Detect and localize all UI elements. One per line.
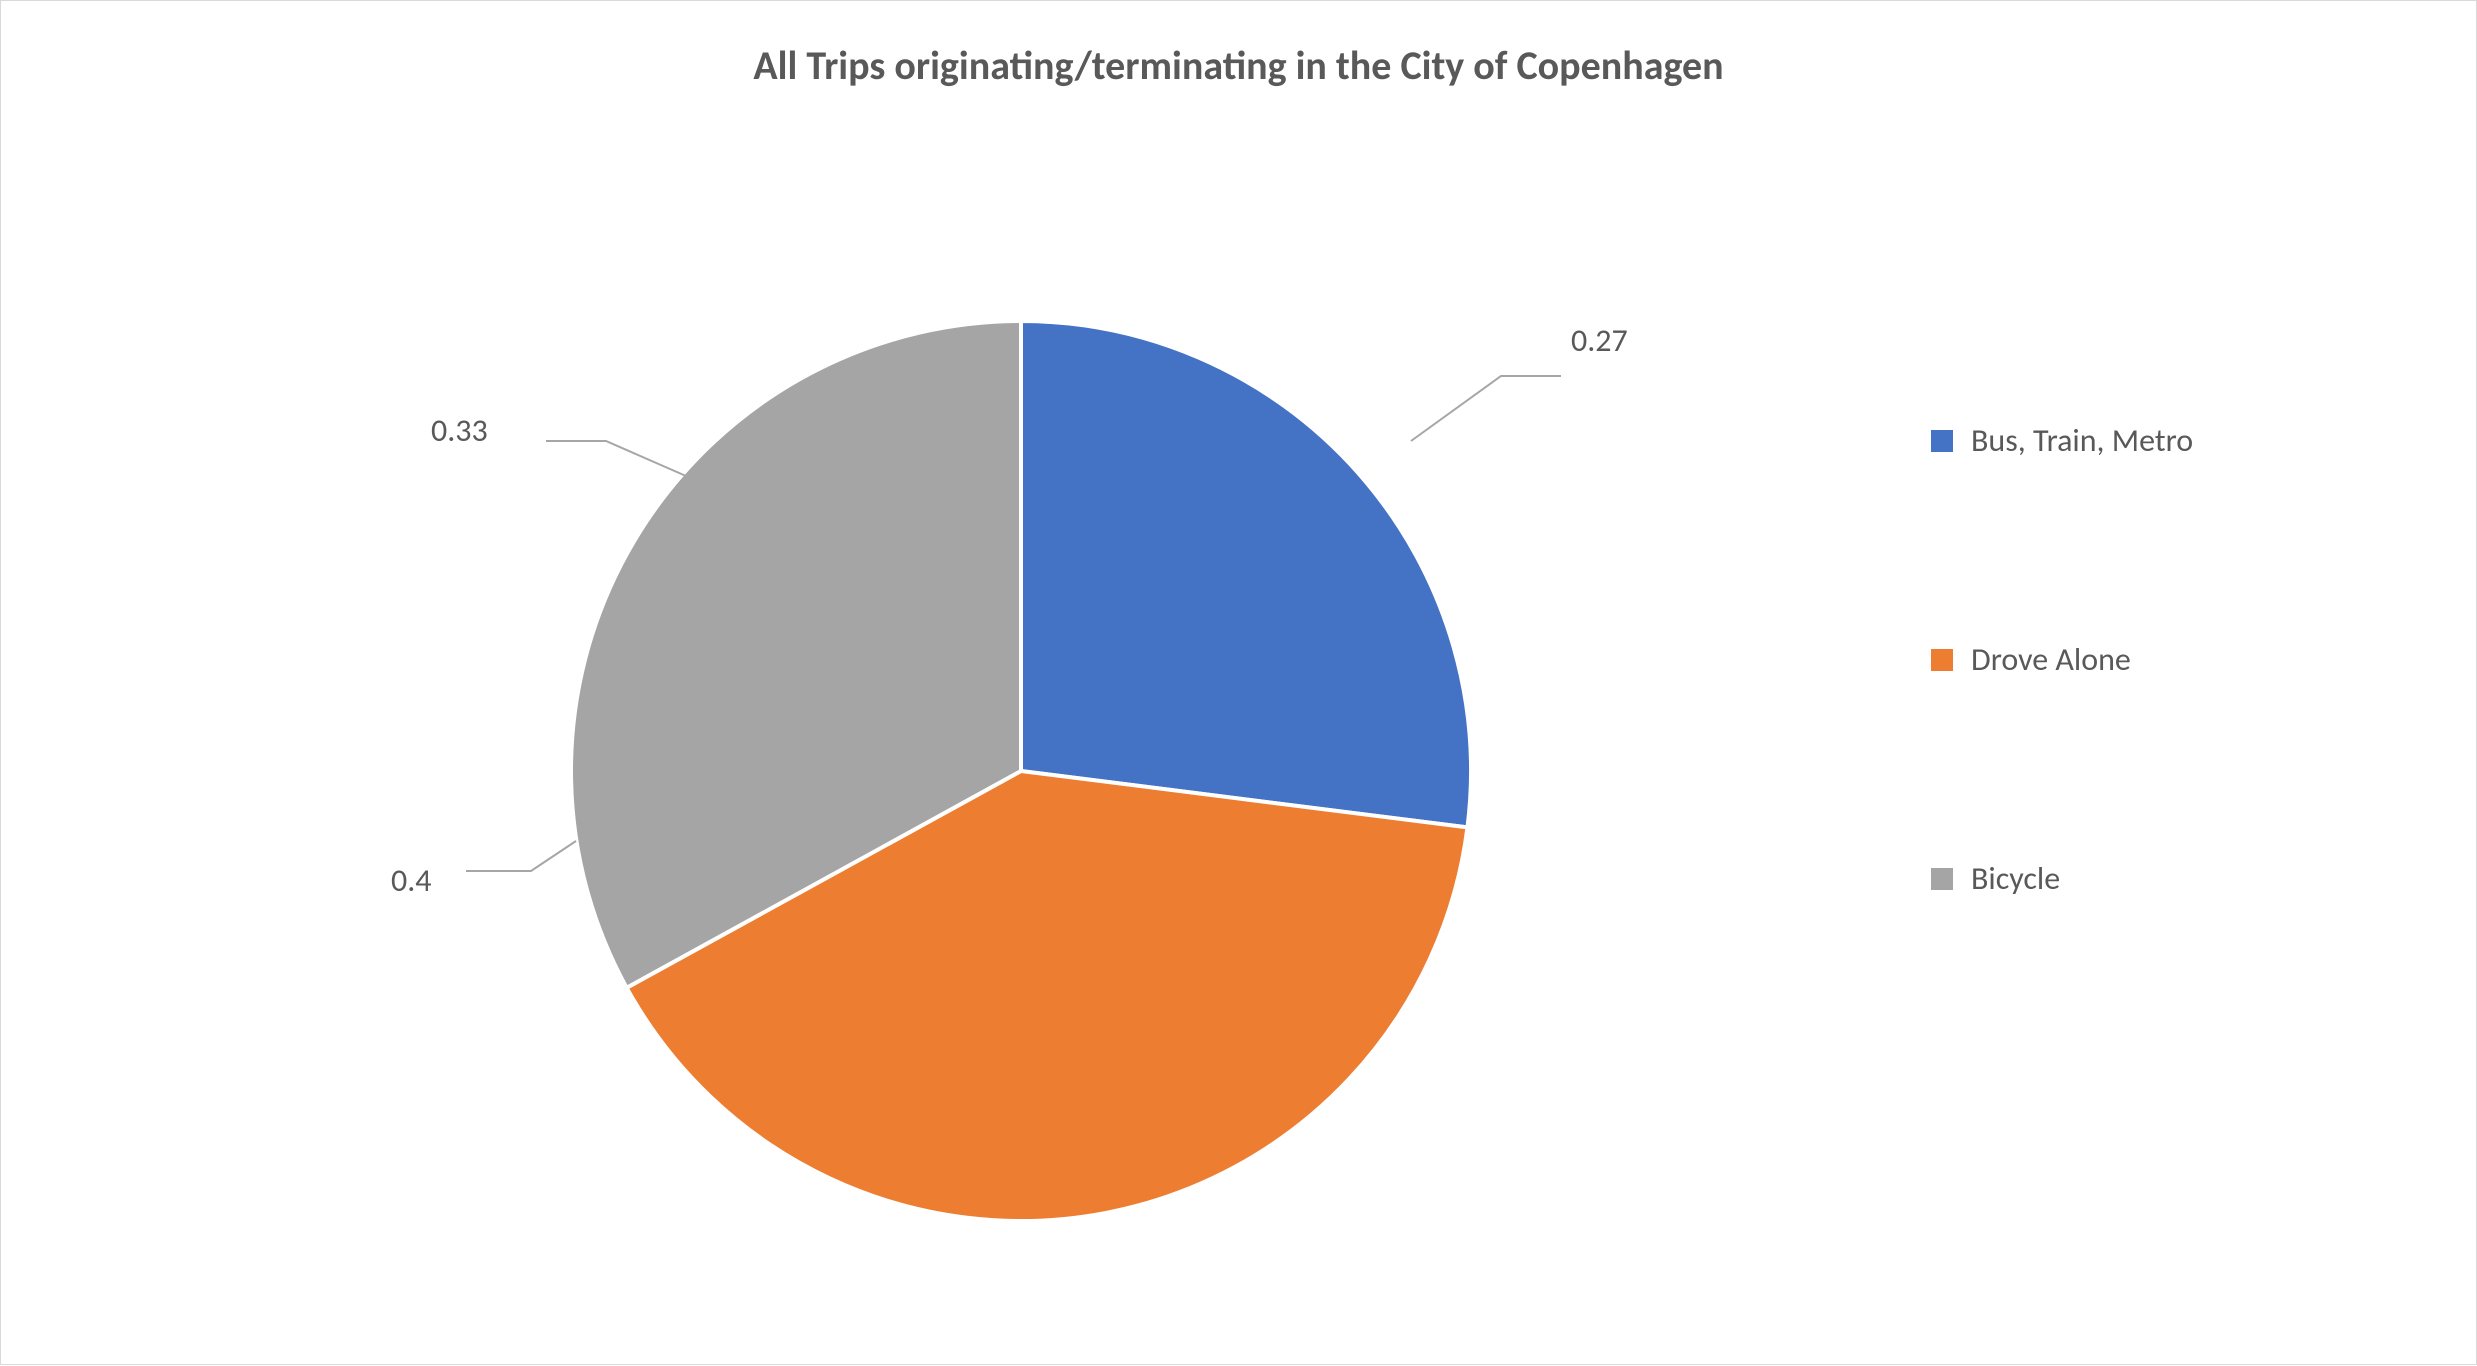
legend-swatch-icon xyxy=(1931,649,1953,671)
legend-item-bicycle: Bicycle xyxy=(1931,859,2193,898)
legend-label: Drove Alone xyxy=(1971,640,2131,679)
legend-item-drove-alone: Drove Alone xyxy=(1931,640,2193,679)
data-label-bus-train-metro: 0.27 xyxy=(1571,321,1628,360)
legend-label: Bicycle xyxy=(1971,859,2060,898)
legend-item-bus-train-metro: Bus, Train, Metro xyxy=(1931,421,2193,460)
leader-line xyxy=(466,841,576,871)
data-label-bicycle: 0.33 xyxy=(431,411,488,450)
leader-line xyxy=(1411,376,1561,441)
pie-chart-container: All Trips originating/terminating in the… xyxy=(0,0,2477,1365)
legend-swatch-icon xyxy=(1931,868,1953,890)
leader-line xyxy=(546,441,686,476)
data-label-drove-alone: 0.4 xyxy=(391,861,432,900)
pie-slice xyxy=(1021,321,1471,827)
legend-swatch-icon xyxy=(1931,430,1953,452)
legend: Bus, Train, Metro Drove Alone Bicycle xyxy=(1931,421,2193,898)
legend-label: Bus, Train, Metro xyxy=(1971,421,2193,460)
